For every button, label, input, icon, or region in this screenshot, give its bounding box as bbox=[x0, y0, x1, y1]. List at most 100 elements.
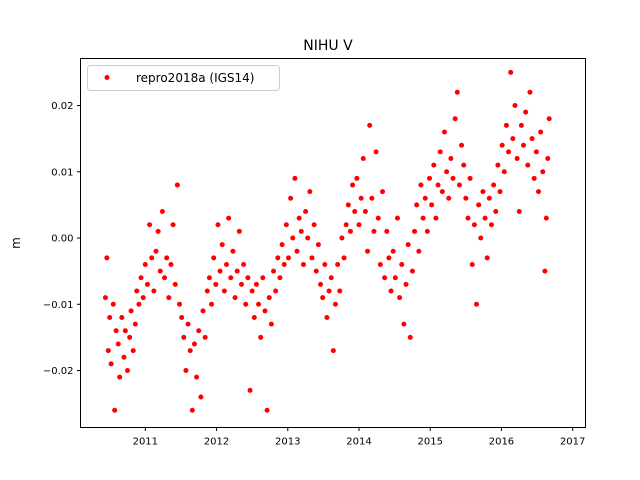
data-point bbox=[529, 136, 535, 142]
data-point bbox=[424, 228, 430, 234]
data-point bbox=[253, 281, 259, 287]
data-point bbox=[493, 209, 499, 215]
data-point bbox=[422, 195, 428, 201]
data-point bbox=[119, 315, 125, 321]
data-point bbox=[482, 215, 488, 221]
data-point bbox=[538, 129, 544, 135]
data-point bbox=[200, 308, 206, 314]
x-tick-label: 2014 bbox=[346, 437, 371, 448]
data-point bbox=[469, 262, 475, 268]
data-point bbox=[277, 275, 283, 281]
data-point bbox=[245, 275, 251, 281]
data-point bbox=[279, 242, 285, 248]
data-point bbox=[535, 189, 541, 195]
data-point bbox=[187, 348, 193, 354]
y-axis: −0.02 −0.01 0.00 0.01 0.02 bbox=[43, 101, 81, 377]
data-point bbox=[221, 288, 227, 294]
data-point bbox=[367, 122, 373, 128]
data-point bbox=[446, 195, 452, 201]
data-point bbox=[495, 162, 501, 168]
data-point bbox=[157, 268, 163, 274]
data-point bbox=[251, 315, 257, 321]
data-point bbox=[409, 268, 415, 274]
data-point bbox=[512, 103, 518, 109]
data-point bbox=[394, 215, 400, 221]
data-point bbox=[330, 348, 336, 354]
data-point bbox=[149, 255, 155, 261]
data-point bbox=[486, 195, 492, 201]
data-point bbox=[258, 334, 264, 340]
data-point bbox=[174, 182, 180, 188]
x-axis: 2011 2012 2013 2014 2015 2016 2017 bbox=[133, 427, 585, 448]
data-point bbox=[309, 255, 315, 261]
data-point bbox=[506, 149, 512, 155]
data-point bbox=[362, 209, 368, 215]
data-point bbox=[326, 288, 332, 294]
data-point bbox=[467, 175, 473, 181]
data-point bbox=[501, 169, 507, 175]
data-point bbox=[236, 228, 242, 234]
data-point bbox=[179, 315, 185, 321]
data-point bbox=[444, 169, 450, 175]
data-point bbox=[117, 374, 123, 380]
data-point bbox=[285, 255, 291, 261]
data-point bbox=[407, 334, 413, 340]
data-point bbox=[264, 407, 270, 413]
data-point bbox=[138, 275, 144, 281]
data-point bbox=[155, 228, 161, 234]
data-point bbox=[311, 222, 317, 228]
data-point bbox=[140, 295, 146, 301]
data-point bbox=[540, 169, 546, 175]
data-point bbox=[189, 407, 195, 413]
data-point bbox=[386, 255, 392, 261]
data-point bbox=[347, 228, 353, 234]
data-point bbox=[375, 215, 381, 221]
data-point bbox=[206, 275, 212, 281]
data-point bbox=[292, 175, 298, 181]
data-point bbox=[260, 275, 266, 281]
data-point bbox=[230, 248, 236, 254]
data-point bbox=[463, 195, 469, 201]
data-point bbox=[405, 242, 411, 248]
data-point bbox=[546, 116, 552, 122]
x-tick-label: 2013 bbox=[275, 437, 300, 448]
data-point bbox=[533, 149, 539, 155]
data-point bbox=[350, 182, 356, 188]
data-point bbox=[307, 189, 313, 195]
data-point bbox=[518, 122, 524, 128]
data-point bbox=[542, 268, 548, 274]
data-point bbox=[153, 248, 159, 254]
data-point bbox=[384, 228, 390, 234]
data-point bbox=[545, 156, 551, 162]
legend-label: repro2018a (IGS14) bbox=[136, 71, 254, 85]
data-point bbox=[113, 328, 119, 334]
data-point bbox=[181, 334, 187, 340]
data-point bbox=[320, 295, 326, 301]
data-point bbox=[315, 242, 321, 248]
data-point bbox=[110, 301, 116, 307]
data-point bbox=[448, 156, 454, 162]
data-point bbox=[491, 182, 497, 188]
data-point bbox=[121, 354, 127, 360]
data-points bbox=[102, 69, 552, 413]
data-point bbox=[247, 387, 253, 393]
data-point bbox=[313, 268, 319, 274]
data-point bbox=[305, 235, 311, 241]
data-point bbox=[465, 215, 471, 221]
data-point bbox=[283, 222, 289, 228]
data-point bbox=[268, 321, 274, 327]
data-point bbox=[196, 328, 202, 334]
y-tick-label: 0.02 bbox=[51, 101, 73, 112]
data-point bbox=[508, 69, 514, 75]
data-point bbox=[104, 255, 110, 261]
data-point bbox=[290, 235, 296, 241]
data-point bbox=[416, 248, 422, 254]
legend-marker bbox=[104, 75, 110, 80]
data-point bbox=[241, 262, 247, 268]
data-point bbox=[217, 268, 223, 274]
data-point bbox=[380, 189, 386, 195]
data-point bbox=[471, 222, 477, 228]
data-point bbox=[476, 202, 482, 208]
data-point bbox=[194, 374, 200, 380]
